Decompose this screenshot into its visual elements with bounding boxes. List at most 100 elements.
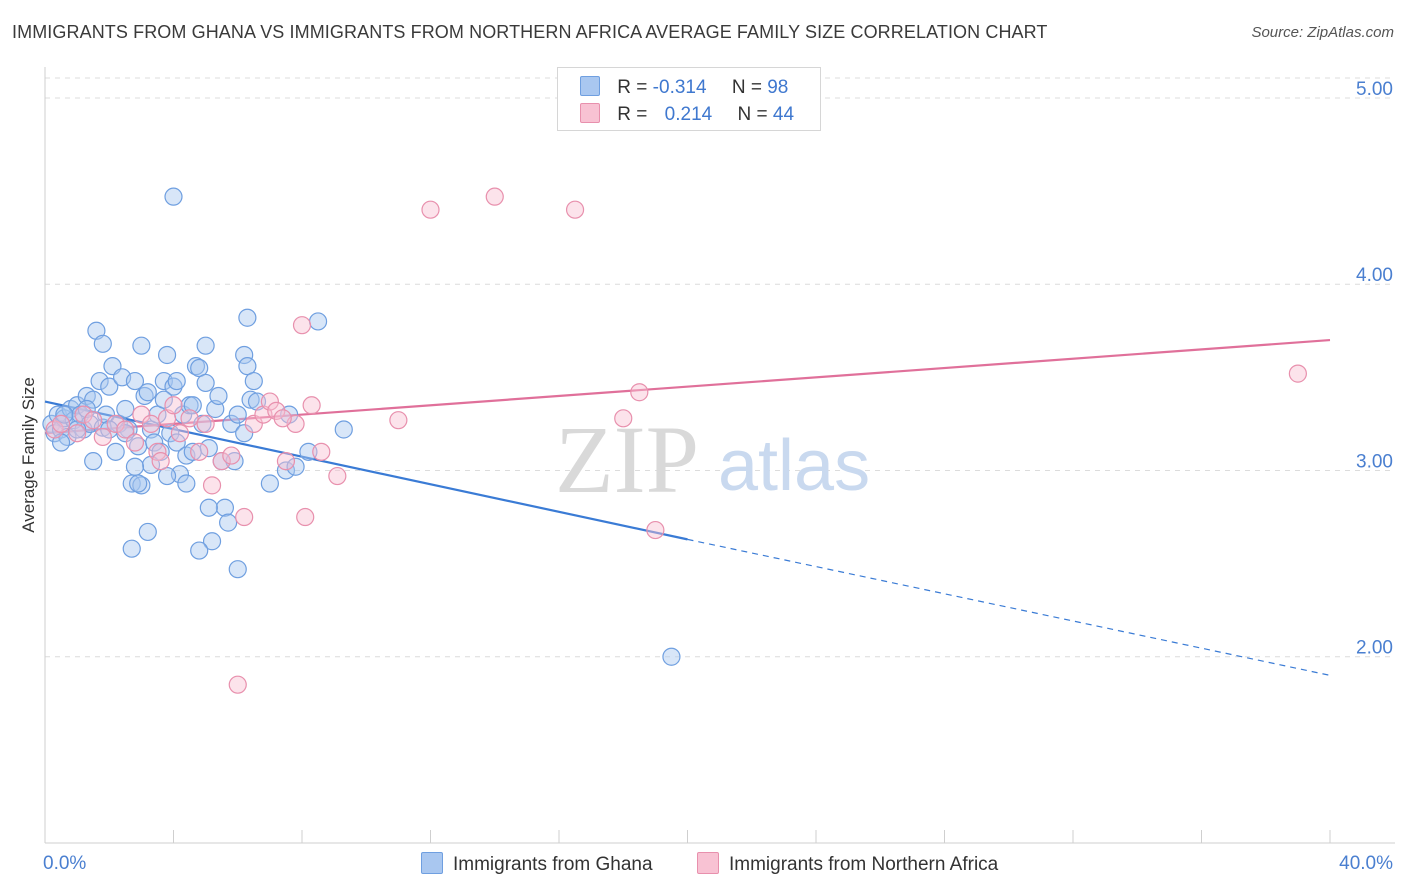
ghana-point	[116, 399, 135, 419]
ghana-point	[90, 371, 109, 391]
nafrica-point	[196, 414, 215, 434]
nafrica-point	[421, 200, 440, 219]
y-tick-label: 5.00	[1356, 79, 1393, 100]
bottom-legend-label-ghana: Immigrants from Ghana	[453, 854, 653, 875]
ghana-point	[308, 312, 328, 331]
ghana-point	[154, 390, 173, 409]
legend-r-value: 0.214	[664, 104, 713, 125]
legend-swatch-ghana	[580, 76, 600, 96]
nafrica-point	[260, 392, 279, 411]
ghana-point	[235, 424, 254, 443]
ghana-point	[138, 383, 157, 402]
ghana-point	[77, 399, 96, 419]
ghana-point	[167, 371, 186, 391]
nafrica-point	[646, 520, 665, 540]
legend-r-label: R =	[617, 104, 648, 125]
nafrica-point	[292, 316, 312, 335]
ghana-point	[228, 560, 247, 579]
ghana-point	[286, 457, 305, 476]
watermark: ZIP atlas	[555, 406, 870, 513]
ghana-point	[334, 420, 353, 439]
ghana-point	[106, 442, 125, 461]
nafrica-point	[228, 675, 247, 694]
ghana-point	[276, 461, 296, 480]
data-points	[42, 187, 1307, 694]
ghana-point	[177, 474, 196, 493]
nafrica-point	[190, 442, 209, 461]
nafrica-point	[51, 414, 71, 434]
nafrica-point	[151, 452, 170, 471]
nafrica-point	[106, 414, 125, 434]
ghana-point	[93, 334, 112, 353]
watermark-atlas: atlas	[718, 426, 870, 506]
x-tick-label: 0.0%	[43, 853, 86, 874]
ghana-point	[122, 539, 141, 558]
nafrica-point	[202, 476, 222, 495]
ghana-point	[154, 371, 173, 391]
legend-row-ghana: R = -0.314 N = 98	[580, 76, 788, 100]
axes	[44, 67, 1395, 844]
ghana-point	[225, 452, 244, 471]
ghana-point	[260, 474, 279, 493]
nafrica-point	[1288, 364, 1307, 383]
y-tick-label: 2.00	[1356, 638, 1393, 659]
legend-r-label: R =	[617, 77, 648, 98]
ghana-point	[299, 442, 318, 461]
nafrica-point	[614, 409, 633, 428]
ghana-trend-extension	[687, 538, 1331, 676]
nafrica-point	[296, 507, 315, 527]
nafrica-point	[68, 424, 87, 443]
ghana-point	[132, 336, 151, 355]
x-tick-label: 40.0%	[1339, 853, 1393, 874]
nafrica-point	[84, 411, 103, 430]
legend-n-label: N =	[737, 104, 768, 125]
nafrica-point	[170, 424, 190, 443]
nafrica-point	[116, 420, 135, 439]
ghana-point	[202, 532, 222, 551]
y-axis-label: Average Family Size	[19, 377, 38, 533]
nafrica-point	[132, 405, 151, 424]
ghana-point	[662, 647, 681, 666]
watermark-zip: ZIP	[555, 406, 699, 513]
nafrica-point	[164, 396, 183, 415]
nafrica-point	[273, 409, 292, 428]
ghana-point	[100, 377, 119, 396]
correlation-legend: R = -0.314 N = 98 R = 0.214 N = 44	[557, 67, 821, 131]
ghana-point	[157, 345, 177, 365]
ghana-point	[215, 498, 234, 517]
nafrica-point	[244, 414, 263, 434]
y-tick-label: 4.00	[1356, 265, 1393, 286]
ghana-point	[138, 522, 157, 542]
bottom-legend-ghana: Immigrants from Ghana	[421, 852, 653, 876]
bottom-legend-swatch-ghana	[421, 852, 443, 874]
ghana-point	[186, 357, 206, 376]
legend-n-value: 98	[767, 77, 789, 98]
ghana-point	[164, 377, 183, 396]
ghana-point	[235, 345, 254, 365]
chart-title: IMMIGRANTS FROM GHANA VS IMMIGRANTS FROM…	[12, 22, 1048, 42]
nafrica-point	[212, 452, 231, 471]
legend-n-label: N =	[731, 77, 762, 98]
nafrica-point	[222, 446, 241, 465]
ghana-point	[84, 452, 103, 471]
nafrica-point	[630, 383, 649, 402]
ghana-point	[132, 476, 151, 495]
nafrica-point	[485, 187, 504, 206]
nafrica-point	[267, 401, 286, 420]
ghana-point	[222, 414, 241, 434]
nafrica-point	[312, 442, 331, 461]
source-label: Source: ZipAtlas.com	[1251, 24, 1394, 41]
nafrica-point	[74, 405, 93, 424]
nafrica-point	[235, 507, 254, 527]
ghana-point	[164, 187, 183, 206]
ghana-point	[199, 498, 218, 517]
nafrica-point	[565, 200, 585, 219]
legend-r-value: -0.314	[652, 77, 707, 98]
nafrica-point	[93, 427, 112, 447]
ghana-point	[196, 336, 215, 355]
bottom-legend-swatch-nafrica	[697, 852, 719, 874]
bottom-legend-nafrica: Immigrants from Northern Africa	[697, 852, 998, 876]
tick-labels: 2.00 3.00 4.00 5.00 0.0% 40.0%	[43, 79, 1393, 874]
nafrica-point	[141, 414, 161, 434]
